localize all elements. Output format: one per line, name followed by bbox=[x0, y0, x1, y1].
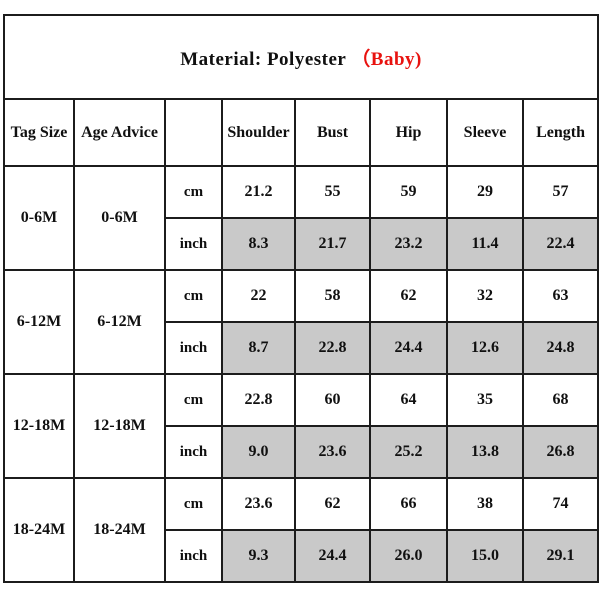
shoulder-inch-value: 8.3 bbox=[221, 217, 296, 271]
shoulder-cm-value: 23.6 bbox=[221, 477, 296, 531]
bust-inch-value: 21.7 bbox=[294, 217, 371, 271]
length-inch-value: 26.8 bbox=[521, 425, 600, 479]
header-unit bbox=[164, 98, 223, 167]
shoulder-inch-value: 8.7 bbox=[221, 321, 296, 375]
bust-cm-value: 58 bbox=[294, 269, 371, 323]
bust-cm-value: 60 bbox=[294, 373, 371, 427]
header-sleeve: Sleeve bbox=[446, 98, 524, 167]
chart-title: Material: Polyester （Baby) bbox=[2, 14, 600, 100]
hip-cm-value: 66 bbox=[369, 477, 448, 531]
bust-cm-value: 62 bbox=[294, 477, 371, 531]
tag-size-cell: 6-12M bbox=[3, 269, 75, 375]
sleeve-cm-value: 35 bbox=[446, 373, 524, 427]
length-cm-value: 74 bbox=[521, 477, 600, 531]
size-chart-sheet: Material: Polyester （Baby) Tag Size Age … bbox=[2, 14, 600, 583]
tag-size-cell: 18-24M bbox=[3, 477, 75, 583]
hip-cm-value: 62 bbox=[369, 269, 448, 323]
table-row-inch: inch 8.3 21.7 23.2 11.4 22.4 bbox=[4, 217, 600, 271]
hip-inch-value: 26.0 bbox=[369, 529, 448, 583]
age-advice-cell: 12-18M bbox=[73, 373, 166, 479]
hip-cm-value: 64 bbox=[369, 373, 448, 427]
length-cm-value: 68 bbox=[521, 373, 600, 427]
header-age-advice: Age Advice bbox=[73, 98, 166, 167]
bust-inch-value: 23.6 bbox=[294, 425, 371, 479]
header-shoulder: Shoulder bbox=[221, 98, 296, 167]
bust-inch-value: 22.8 bbox=[294, 321, 371, 375]
unit-cm-label: cm bbox=[164, 373, 223, 427]
unit-inch-label: inch bbox=[164, 321, 223, 375]
length-cm-value: 57 bbox=[521, 165, 600, 219]
sleeve-cm-value: 38 bbox=[446, 477, 524, 531]
hip-inch-value: 25.2 bbox=[369, 425, 448, 479]
bust-inch-value: 24.4 bbox=[294, 529, 371, 583]
title-row: Material: Polyester （Baby) bbox=[2, 14, 600, 100]
sleeve-cm-value: 32 bbox=[446, 269, 524, 323]
hip-cm-value: 59 bbox=[369, 165, 448, 219]
age-advice-cell: 18-24M bbox=[73, 477, 166, 583]
tag-size-cell: 0-6M bbox=[3, 165, 75, 271]
sleeve-inch-value: 11.4 bbox=[446, 217, 524, 271]
unit-cm-label: cm bbox=[164, 477, 223, 531]
shoulder-cm-value: 22 bbox=[221, 269, 296, 323]
length-inch-value: 29.1 bbox=[521, 529, 600, 583]
shoulder-inch-value: 9.0 bbox=[221, 425, 296, 479]
age-advice-cell: 0-6M bbox=[73, 165, 166, 271]
header-bust: Bust bbox=[294, 98, 371, 167]
header-tag-size: Tag Size bbox=[3, 98, 75, 167]
baby-label: （Baby) bbox=[351, 48, 422, 70]
length-inch-value: 24.8 bbox=[521, 321, 600, 375]
size-chart-table: Material: Polyester （Baby) Tag Size Age … bbox=[2, 14, 600, 583]
sleeve-cm-value: 29 bbox=[446, 165, 524, 219]
age-advice-cell: 6-12M bbox=[73, 269, 166, 375]
unit-cm-label: cm bbox=[164, 269, 223, 323]
sleeve-inch-value: 15.0 bbox=[446, 529, 524, 583]
table-row-cm: 0-6M 0-6M cm 21.2 55 59 29 57 bbox=[3, 165, 600, 271]
sleeve-inch-value: 12.6 bbox=[446, 321, 524, 375]
header-hip: Hip bbox=[369, 98, 448, 167]
header-row: Tag Size Age Advice Shoulder Bust Hip Sl… bbox=[3, 98, 600, 167]
shoulder-cm-value: 22.8 bbox=[221, 373, 296, 427]
unit-inch-label: inch bbox=[164, 217, 223, 271]
tag-size-cell: 12-18M bbox=[3, 373, 75, 479]
shoulder-inch-value: 9.3 bbox=[221, 529, 296, 583]
table-row-cm: 18-24M 18-24M cm 23.6 62 66 38 74 bbox=[3, 477, 600, 583]
table-row-inch: inch 9.3 24.4 26.0 15.0 29.1 bbox=[4, 529, 600, 583]
material-label: Material: Polyester bbox=[180, 48, 347, 70]
table-row-cm: 6-12M 6-12M cm 22 58 62 32 63 bbox=[3, 269, 600, 375]
table-row-cm: 12-18M 12-18M cm 22.8 60 64 35 68 bbox=[3, 373, 600, 479]
unit-inch-label: inch bbox=[164, 529, 223, 583]
sleeve-inch-value: 13.8 bbox=[446, 425, 524, 479]
unit-inch-label: inch bbox=[164, 425, 223, 479]
table-row-inch: inch 8.7 22.8 24.4 12.6 24.8 bbox=[4, 321, 600, 375]
length-inch-value: 22.4 bbox=[521, 217, 600, 271]
table-row-inch: inch 9.0 23.6 25.2 13.8 26.8 bbox=[4, 425, 600, 479]
unit-cm-label: cm bbox=[164, 165, 223, 219]
length-cm-value: 63 bbox=[521, 269, 600, 323]
bust-cm-value: 55 bbox=[294, 165, 371, 219]
hip-inch-value: 24.4 bbox=[369, 321, 448, 375]
shoulder-cm-value: 21.2 bbox=[221, 165, 296, 219]
hip-inch-value: 23.2 bbox=[369, 217, 448, 271]
header-length: Length bbox=[521, 98, 600, 167]
